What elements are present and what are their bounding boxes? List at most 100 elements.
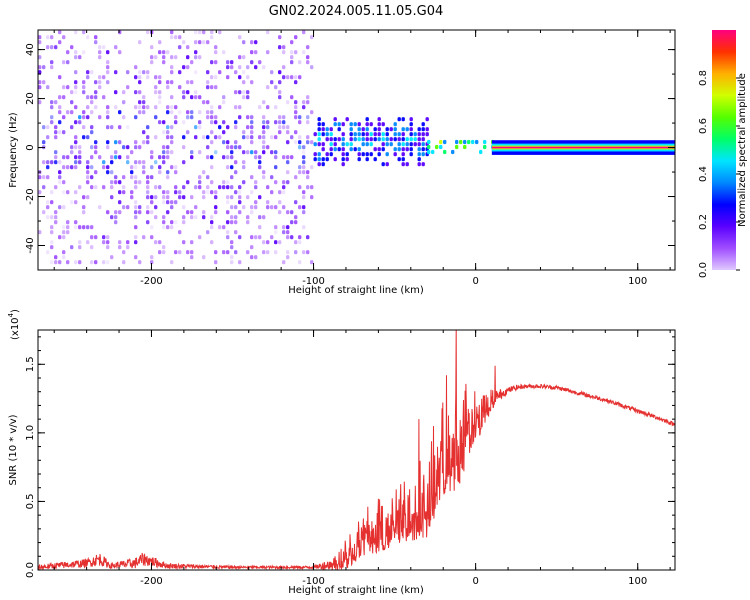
heatmap-cell — [258, 195, 262, 200]
heatmap-cell — [94, 80, 98, 85]
heatmap-cell — [313, 152, 317, 157]
heatmap-cell — [166, 170, 170, 175]
heatmap-cell — [246, 135, 250, 140]
heatmap-cell — [174, 35, 178, 40]
heatmap-cell — [266, 185, 270, 190]
heatmap-cell — [214, 195, 218, 200]
heatmap-cell — [250, 135, 254, 140]
heatmap-cell — [381, 122, 385, 127]
heatmap-cell — [361, 142, 365, 147]
heatmap-cell — [234, 140, 238, 145]
heatmap-cell — [278, 190, 282, 195]
heatmap-cell — [150, 55, 154, 60]
heatmap-cell — [337, 127, 341, 132]
heatmap-cell — [146, 105, 150, 110]
heatmap-cell — [317, 142, 321, 147]
heatmap-cell — [206, 85, 210, 90]
heatmap-cell — [310, 110, 314, 115]
heatmap-cell — [250, 235, 254, 240]
heatmap-cell — [70, 245, 74, 250]
heatmap-cell — [230, 215, 234, 220]
heatmap-cell — [397, 132, 401, 137]
heatmap-cell — [250, 130, 254, 135]
heatmap-cell — [78, 120, 82, 125]
heatmap-cell — [270, 80, 274, 85]
y-tick-label: 0 — [25, 144, 36, 150]
heatmap-cell — [226, 75, 230, 80]
heatmap-cell — [114, 140, 118, 145]
heatmap-cell — [158, 240, 162, 245]
heatmap-cell — [118, 140, 122, 145]
heatmap-cell — [298, 240, 302, 245]
heatmap-cell — [341, 142, 345, 147]
heatmap-cell — [194, 205, 198, 210]
heatmap-cell — [222, 140, 226, 145]
heatmap-cell — [210, 30, 214, 35]
heatmap-cell — [294, 105, 298, 110]
heatmap-cell — [373, 147, 377, 152]
heatmap-cell — [174, 115, 178, 120]
heatmap-cell — [186, 110, 190, 115]
heatmap-cell — [298, 205, 302, 210]
heatmap-cell — [74, 80, 78, 85]
heatmap-cell — [146, 185, 150, 190]
heatmap-cell — [401, 147, 405, 152]
heatmap-cell — [170, 205, 174, 210]
heatmap-cell — [417, 127, 421, 132]
heatmap-cell — [483, 144, 487, 150]
heatmap-cell — [198, 95, 202, 100]
heatmap-cell — [90, 110, 94, 115]
heatmap-cell — [230, 255, 234, 260]
heatmap-cell — [262, 125, 266, 130]
heatmap-cell — [385, 162, 389, 167]
y-tick-label: 1.0 — [25, 425, 36, 441]
heatmap-cell — [118, 200, 122, 205]
heatmap-cell — [182, 65, 186, 70]
heatmap-cell — [278, 125, 282, 130]
heatmap-cell — [278, 200, 282, 205]
heatmap-cell — [106, 140, 110, 145]
heatmap-cell — [397, 142, 401, 147]
heatmap-cell — [74, 140, 78, 145]
heatmap-cell — [286, 210, 290, 215]
heatmap-cell — [138, 160, 142, 165]
heatmap-cell — [250, 175, 254, 180]
heatmap-cell — [166, 225, 170, 230]
heatmap-cell — [222, 50, 226, 55]
heatmap-cell — [238, 65, 242, 70]
heatmap-cell — [306, 235, 310, 240]
spectrogram-xlabel: Height of straight line (km) — [288, 285, 424, 296]
heatmap-cell — [325, 132, 329, 137]
heatmap-cell — [174, 120, 178, 125]
heatmap-cell — [250, 40, 254, 45]
heatmap-cell — [134, 90, 138, 95]
heatmap-cell — [86, 135, 90, 140]
heatmap-cell — [250, 210, 254, 215]
heatmap-cell — [42, 140, 46, 145]
heatmap-cell — [138, 80, 142, 85]
heatmap-cell — [210, 130, 214, 135]
heatmap-cell — [194, 30, 198, 35]
heatmap-cell — [50, 200, 54, 205]
heatmap-cell — [214, 45, 218, 50]
heatmap-cell — [329, 127, 333, 132]
heatmap-cell — [46, 45, 50, 50]
heatmap-cell — [150, 235, 154, 240]
heatmap-cell — [182, 220, 186, 225]
heatmap-cell — [174, 165, 178, 170]
heatmap-cell — [74, 160, 78, 165]
heatmap-cell — [210, 240, 214, 245]
heatmap-cell — [317, 132, 321, 137]
heatmap-cell — [114, 70, 118, 75]
heatmap-cell — [401, 132, 405, 137]
heatmap-cell — [310, 25, 313, 29]
heatmap-cell — [302, 155, 306, 160]
heatmap-cell — [190, 60, 194, 65]
heatmap-cell — [325, 152, 329, 157]
heatmap-cell — [110, 195, 114, 200]
heatmap-cell — [158, 170, 162, 175]
heatmap-cell — [134, 140, 138, 145]
heatmap-cell — [166, 145, 170, 150]
heatmap-cell — [130, 190, 134, 195]
heatmap-cell — [361, 152, 365, 157]
